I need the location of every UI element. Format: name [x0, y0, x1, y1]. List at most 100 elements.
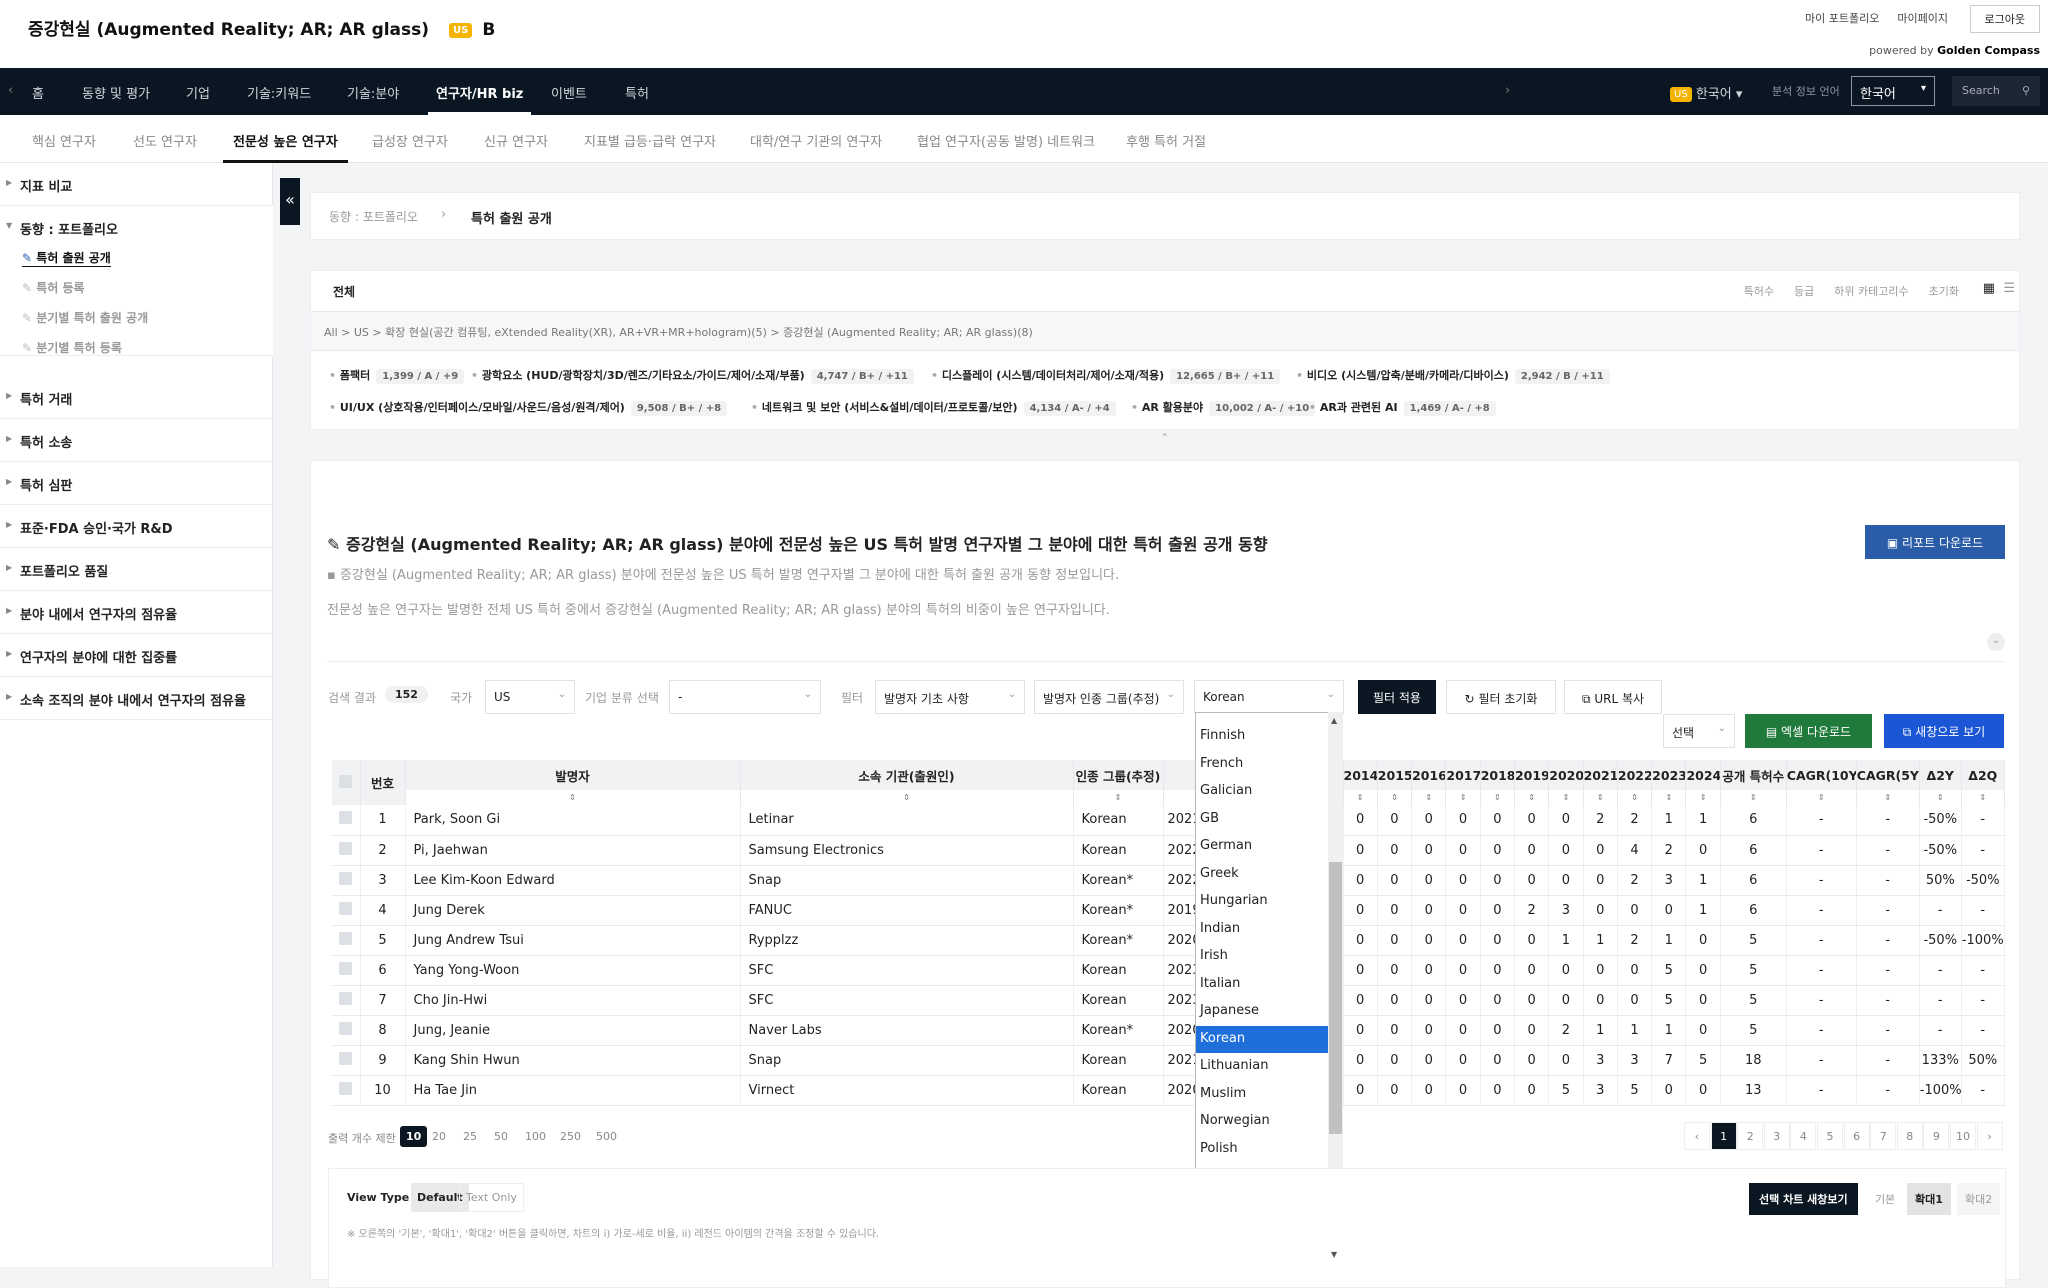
sidebar-group[interactable]: ▶ 특허 심판 [0, 462, 273, 505]
sidebar-group[interactable]: ▶ 특허 소송 [0, 419, 273, 462]
dropdown-option[interactable]: French [1200, 755, 1244, 771]
column-header[interactable]: 2015 [1377, 760, 1413, 790]
page-button[interactable]: 10 [1950, 1122, 1976, 1150]
collapse-sidebar-icon[interactable]: « [280, 178, 300, 225]
dropdown-option[interactable]: Hungarian [1200, 893, 1268, 908]
sort-grade[interactable]: 등급 [1794, 285, 1815, 298]
nav-next-icon[interactable]: › [1505, 83, 1511, 98]
scroll-down-icon[interactable]: ▼ [1331, 1250, 1338, 1259]
filter-value-select[interactable]: Korean ⌄ [1194, 680, 1344, 714]
dropdown-option[interactable]: Galician [1200, 783, 1253, 798]
column-header[interactable]: 2022 [1617, 760, 1653, 790]
size-zoom1-button[interactable]: 확대1 [1907, 1183, 1951, 1215]
page-button[interactable]: 8 [1896, 1122, 1923, 1150]
column-header[interactable]: 발명자 [405, 760, 741, 790]
table-row[interactable]: 8 Jung, Jeanie Naver Labs Korean* 2020 0 0 0 0 0 0… [332, 1015, 2005, 1046]
row-checkbox[interactable] [332, 835, 361, 866]
row-checkbox[interactable] [332, 985, 361, 1016]
dropdown-option[interactable]: GB [1200, 810, 1219, 826]
logout-button[interactable]: 로그아웃 [1969, 5, 2040, 33]
sort-icon[interactable]: ⇕ [1919, 790, 1962, 805]
tab-university[interactable]: 대학/연구 기관의 연구자 [750, 135, 883, 150]
category-item[interactable]: • 디스플레이 (시스템/데이터처리/제어/소재/적용) 12,665 / B+ … [931, 367, 1286, 384]
category-item[interactable]: • UI/UX (상호작용/인터페이스/모바일/사운드/음성/원격/제어) 9,5… [329, 399, 733, 416]
copy-url-button[interactable]: ⧉ URL 복사 [1564, 680, 1662, 714]
reset-filter-button[interactable]: ↻ 필터 초기화 [1446, 680, 1556, 714]
sidebar-group[interactable]: ▶ 소속 조직의 분야 내에서 연구자의 점유율 [0, 677, 273, 720]
breadcrumb-parent[interactable]: 동향 : 포트폴리오 [329, 210, 418, 224]
page-button[interactable]: 3 [1763, 1122, 1790, 1150]
category-item[interactable]: • AR과 관련된 AI 1,469 / A- / +8 [1309, 399, 1502, 416]
page-button[interactable]: 5 [1817, 1122, 1843, 1150]
sort-icon[interactable]: ⇕ [1786, 790, 1857, 805]
nav-event[interactable]: 이벤트 [551, 87, 587, 102]
row-checkbox[interactable] [332, 1015, 361, 1046]
sort-subcategories[interactable]: 하위 카테고리수 [1834, 285, 1909, 298]
tab-all[interactable]: 전체 [333, 283, 356, 314]
company-select[interactable]: - ⌄ [669, 680, 821, 714]
sort-patents[interactable]: 특허수 [1743, 285, 1775, 298]
sort-icon[interactable]: ⇕ [1617, 790, 1653, 805]
scroll-up-icon[interactable]: ▲ [1331, 716, 1338, 725]
sidebar-subitem[interactable]: ✎ 특허 등록 [22, 281, 85, 295]
sidebar-group[interactable]: ▼ 동향 : 포트폴리오 ✎ 특허 출원 공개 ✎ 특허 등록 ✎ 분기별 특허 출원 … [0, 206, 273, 356]
column-header[interactable]: 공개 특허수 [1720, 760, 1787, 790]
dropdown-option[interactable]: Polish [1200, 1140, 1238, 1156]
category-item[interactable]: • 폼팩터 1,399 / A / +9 [329, 367, 470, 384]
sidebar-group[interactable]: ▶ 표준·FDA 승인·국가 R&D [0, 505, 273, 548]
category-item[interactable]: • 네트워크 및 보안 (서비스&설비/데이터/프로토콜/보안) 4,134 / … [751, 399, 1122, 416]
dropdown-option[interactable]: Muslim [1200, 1085, 1247, 1101]
row-checkbox[interactable] [332, 1075, 361, 1106]
category-item[interactable]: • AR 활용분야 10,002 / A- / +10 [1131, 399, 1321, 416]
expand-icon[interactable]: ⌄ [1987, 633, 2005, 651]
nav-prev-icon[interactable]: ‹ [8, 83, 14, 98]
sort-icon[interactable]: ⇕ [1583, 790, 1618, 805]
analysis-lang-select[interactable]: 한국어 ▾ [1851, 76, 1935, 106]
reset-sort[interactable]: 초기화 [1928, 285, 1959, 298]
dropdown-option[interactable]: Lithuanian [1200, 1058, 1269, 1073]
table-row[interactable]: 4 Jung Derek FANUC Korean* 2019 0 0 0 0 0 2 3 0 0 0 1 6-… [332, 895, 2005, 926]
category-item[interactable]: • 비디오 (시스템/압축/분배/카메라/디바이스) 2,942 / B / +1… [1296, 367, 1616, 384]
sort-icon[interactable]: ⇕ [1685, 790, 1721, 805]
table-row[interactable]: 10 Ha Tae Jin Virnect Korean 2020 0 0 0 0 0 0 5 3 5 0 0… [332, 1075, 2005, 1106]
search-icon[interactable]: ⚲ [2021, 84, 2030, 97]
limit-option[interactable]: 50 [494, 1130, 508, 1143]
page-button[interactable]: 2 [1737, 1122, 1764, 1150]
column-header[interactable]: 소속 기관(출원인) [740, 760, 1074, 790]
dropdown-option[interactable]: Norwegian [1200, 1113, 1270, 1128]
page-button[interactable]: 4 [1790, 1122, 1817, 1150]
view-text-only-button[interactable]: Text Only [459, 1183, 524, 1212]
dropdown-option[interactable]: German [1200, 838, 1253, 853]
column-header[interactable]: 2016 [1411, 760, 1447, 790]
page-button[interactable]: 7 [1870, 1122, 1897, 1150]
nav-company[interactable]: 기업 [186, 87, 210, 102]
column-header[interactable]: 번호 [360, 760, 406, 805]
page-button[interactable]: 9 [1923, 1122, 1950, 1150]
sort-icon[interactable]: ⇕ [1377, 790, 1413, 805]
dropdown-option[interactable]: Korean [1196, 1025, 1342, 1053]
column-header[interactable]: 2024 [1685, 760, 1721, 790]
report-download-button[interactable]: ▣ 리포트 다운로드 [1865, 525, 2005, 559]
table-row[interactable]: 3 Lee Kim-Koon Edward Snap Korean* 2022 0 0 0 0 0… [332, 865, 2005, 896]
column-header[interactable]: 2014 [1343, 760, 1378, 790]
column-header[interactable]: 2021 [1583, 760, 1618, 790]
select-dropdown[interactable]: 선택 ⌄ [1663, 714, 1735, 748]
sort-icon[interactable]: ⇕ [1480, 790, 1515, 805]
nav-home[interactable]: 홈 [32, 87, 44, 102]
row-checkbox[interactable] [332, 1045, 361, 1076]
sort-icon[interactable]: ⇕ [1073, 790, 1164, 805]
table-row[interactable]: 1 Park, Soon Gi Letinar Korean 2021 0 0 0 0 0 0 0 2 2… [332, 805, 2005, 836]
dropdown-option[interactable]: Italian [1200, 975, 1241, 991]
sort-icon[interactable]: ⇕ [1720, 790, 1787, 805]
dropdown-option[interactable]: Indian [1200, 920, 1241, 936]
sidebar-group[interactable]: ▶ 특허 거래 [0, 376, 273, 419]
page-button[interactable]: 1 [1710, 1122, 1737, 1150]
sidebar-group[interactable]: ▶ 연구자의 분야에 대한 집중률 [0, 634, 273, 677]
sidebar-group[interactable]: ▶ 지표 비교 [0, 163, 273, 206]
dropdown-option[interactable]: Irish [1200, 948, 1228, 963]
sort-icon[interactable]: ⇕ [1411, 790, 1447, 805]
chart-new-window-button[interactable]: 선택 차트 새창보기 [1749, 1183, 1858, 1215]
list-view-icon[interactable]: ☰ [2003, 281, 2015, 296]
filter-race-select[interactable]: 발명자 인종 그룹(추정) ⌄ [1034, 680, 1184, 714]
search-input[interactable]: Search ⚲ [1952, 76, 2040, 106]
